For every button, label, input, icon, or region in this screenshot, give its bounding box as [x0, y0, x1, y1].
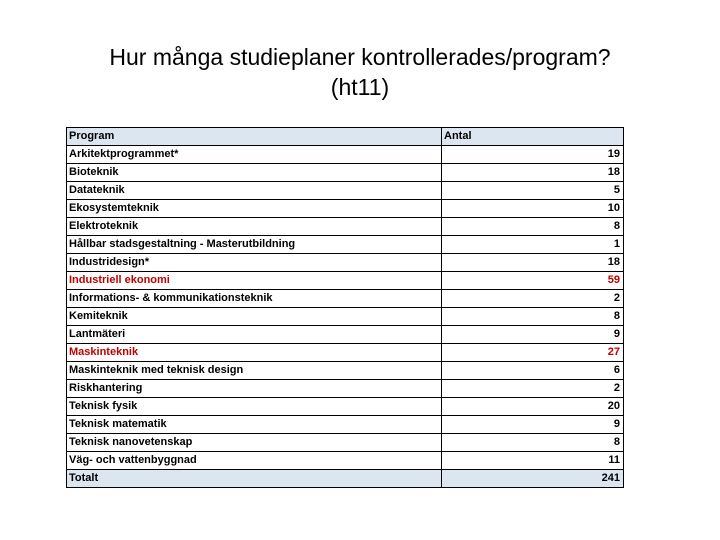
table-row: Riskhantering 2 [66, 379, 624, 398]
antal-cell: 27 [441, 343, 624, 362]
program-cell: Riskhantering [66, 379, 442, 398]
table-body: Arkitektprogrammet* 19 Bioteknik 18 Datatekn… [66, 145, 624, 470]
total-label-cell: Totalt [66, 469, 442, 488]
program-cell: Kemiteknik [66, 307, 442, 326]
table-row: Teknisk fysik 20 [66, 397, 624, 416]
table-row: Ekosystemteknik 10 [66, 199, 624, 218]
program-cell: Teknisk fysik [66, 397, 442, 416]
table-row: Datateknik 5 [66, 181, 624, 200]
antal-cell: 9 [441, 325, 624, 344]
table-row: Teknisk matematik 9 [66, 415, 624, 434]
table-header-row: Program Antal [66, 127, 624, 146]
program-cell: Ekosystemteknik [66, 199, 442, 218]
antal-cell: 18 [441, 253, 624, 272]
antal-cell: 8 [441, 307, 624, 326]
program-cell: Lantmäteri [66, 325, 442, 344]
antal-cell: 59 [441, 271, 624, 290]
table-row: Industridesign* 18 [66, 253, 624, 272]
table-total-row: Totalt 241 [66, 469, 624, 488]
slide-title-line2: (ht11) [330, 74, 390, 100]
antal-cell: 19 [441, 145, 624, 164]
antal-cell: 20 [441, 397, 624, 416]
program-cell: Maskinteknik med teknisk design [66, 361, 442, 380]
table-row: Kemiteknik 8 [66, 307, 624, 326]
program-cell: Elektroteknik [66, 217, 442, 236]
antal-cell: 2 [441, 379, 624, 398]
program-cell: Maskinteknik [66, 343, 442, 362]
program-cell: Väg- och vattenbyggnad [66, 451, 442, 470]
slide-title-line1: Hur många studieplaner kontrollerades/pr… [109, 44, 611, 70]
antal-cell: 5 [441, 181, 624, 200]
program-cell: Bioteknik [66, 163, 442, 182]
table-row: Arkitektprogrammet* 19 [66, 145, 624, 164]
table-row: Väg- och vattenbyggnad 11 [66, 451, 624, 470]
column-header-antal: Antal [441, 127, 624, 146]
table-row: Industriell ekonomi 59 [66, 271, 624, 290]
antal-cell: 10 [441, 199, 624, 218]
table-row: Elektroteknik 8 [66, 217, 624, 236]
program-cell: Teknisk matematik [66, 415, 442, 434]
program-count-table: Program Antal Arkitektprogrammet* 19 Biote… [66, 127, 624, 488]
table-row: Bioteknik 18 [66, 163, 624, 182]
table-row: Teknisk nanovetenskap 8 [66, 433, 624, 452]
table-row: Maskinteknik 27 [66, 343, 624, 362]
antal-cell: 11 [441, 451, 624, 470]
program-cell: Industridesign* [66, 253, 442, 272]
antal-cell: 9 [441, 415, 624, 434]
program-cell: Industriell ekonomi [66, 271, 442, 290]
program-cell: Teknisk nanovetenskap [66, 433, 442, 452]
slide-title: Hur många studieplaner kontrollerades/pr… [0, 42, 720, 102]
table-row: Maskinteknik med teknisk design 6 [66, 361, 624, 380]
antal-cell: 8 [441, 217, 624, 236]
antal-cell: 8 [441, 433, 624, 452]
antal-cell: 1 [441, 235, 624, 254]
total-value-cell: 241 [441, 469, 624, 488]
antal-cell: 18 [441, 163, 624, 182]
table-row: Lantmäteri 9 [66, 325, 624, 344]
column-header-program: Program [66, 127, 442, 146]
program-cell: Informations- & kommunikationsteknik [66, 289, 442, 308]
table-row: Informations- & kommunikationsteknik 2 [66, 289, 624, 308]
antal-cell: 2 [441, 289, 624, 308]
antal-cell: 6 [441, 361, 624, 380]
program-cell: Hållbar stadsgestaltning - Masterutbildn… [66, 235, 442, 254]
program-cell: Arkitektprogrammet* [66, 145, 442, 164]
program-cell: Datateknik [66, 181, 442, 200]
table-row: Hållbar stadsgestaltning - Masterutbildn… [66, 235, 624, 254]
